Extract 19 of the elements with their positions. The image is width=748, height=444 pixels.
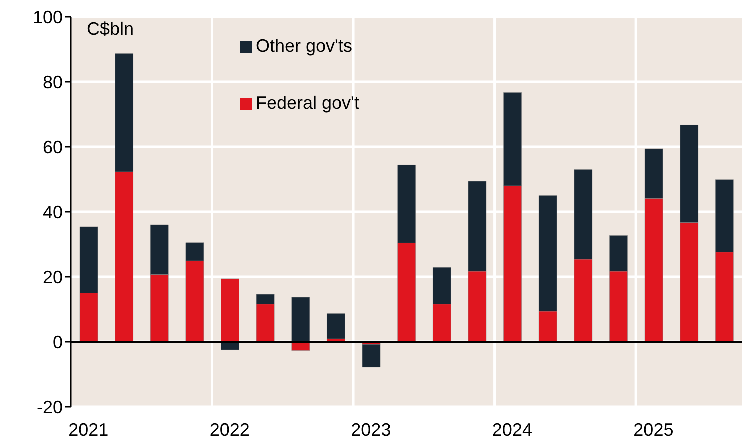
y-tick-label: -20 (36, 397, 63, 418)
y-tick-label: 60 (42, 137, 63, 158)
legend-label: Federal gov't (256, 93, 360, 114)
y-tick-label: 80 (42, 72, 63, 92)
y-axis-title: C$bln (87, 19, 134, 39)
bar (362, 344, 381, 368)
x-tick-label: 2025 (634, 420, 674, 440)
bar (327, 314, 346, 340)
legend-label: Other gov'ts (256, 36, 352, 57)
bar (221, 278, 240, 342)
y-tick-label: 100 (32, 7, 63, 28)
x-tick-label: 2021 (68, 420, 109, 440)
y-tick-label: 0 (52, 332, 63, 352)
x-tick-label: 2024 (492, 420, 532, 440)
x-tick-label: 2022 (210, 420, 250, 440)
y-tick-label: 20 (42, 267, 63, 288)
x-tick-label: 2023 (351, 420, 392, 440)
y-tick-label: 40 (42, 202, 63, 222)
bar (292, 297, 310, 342)
